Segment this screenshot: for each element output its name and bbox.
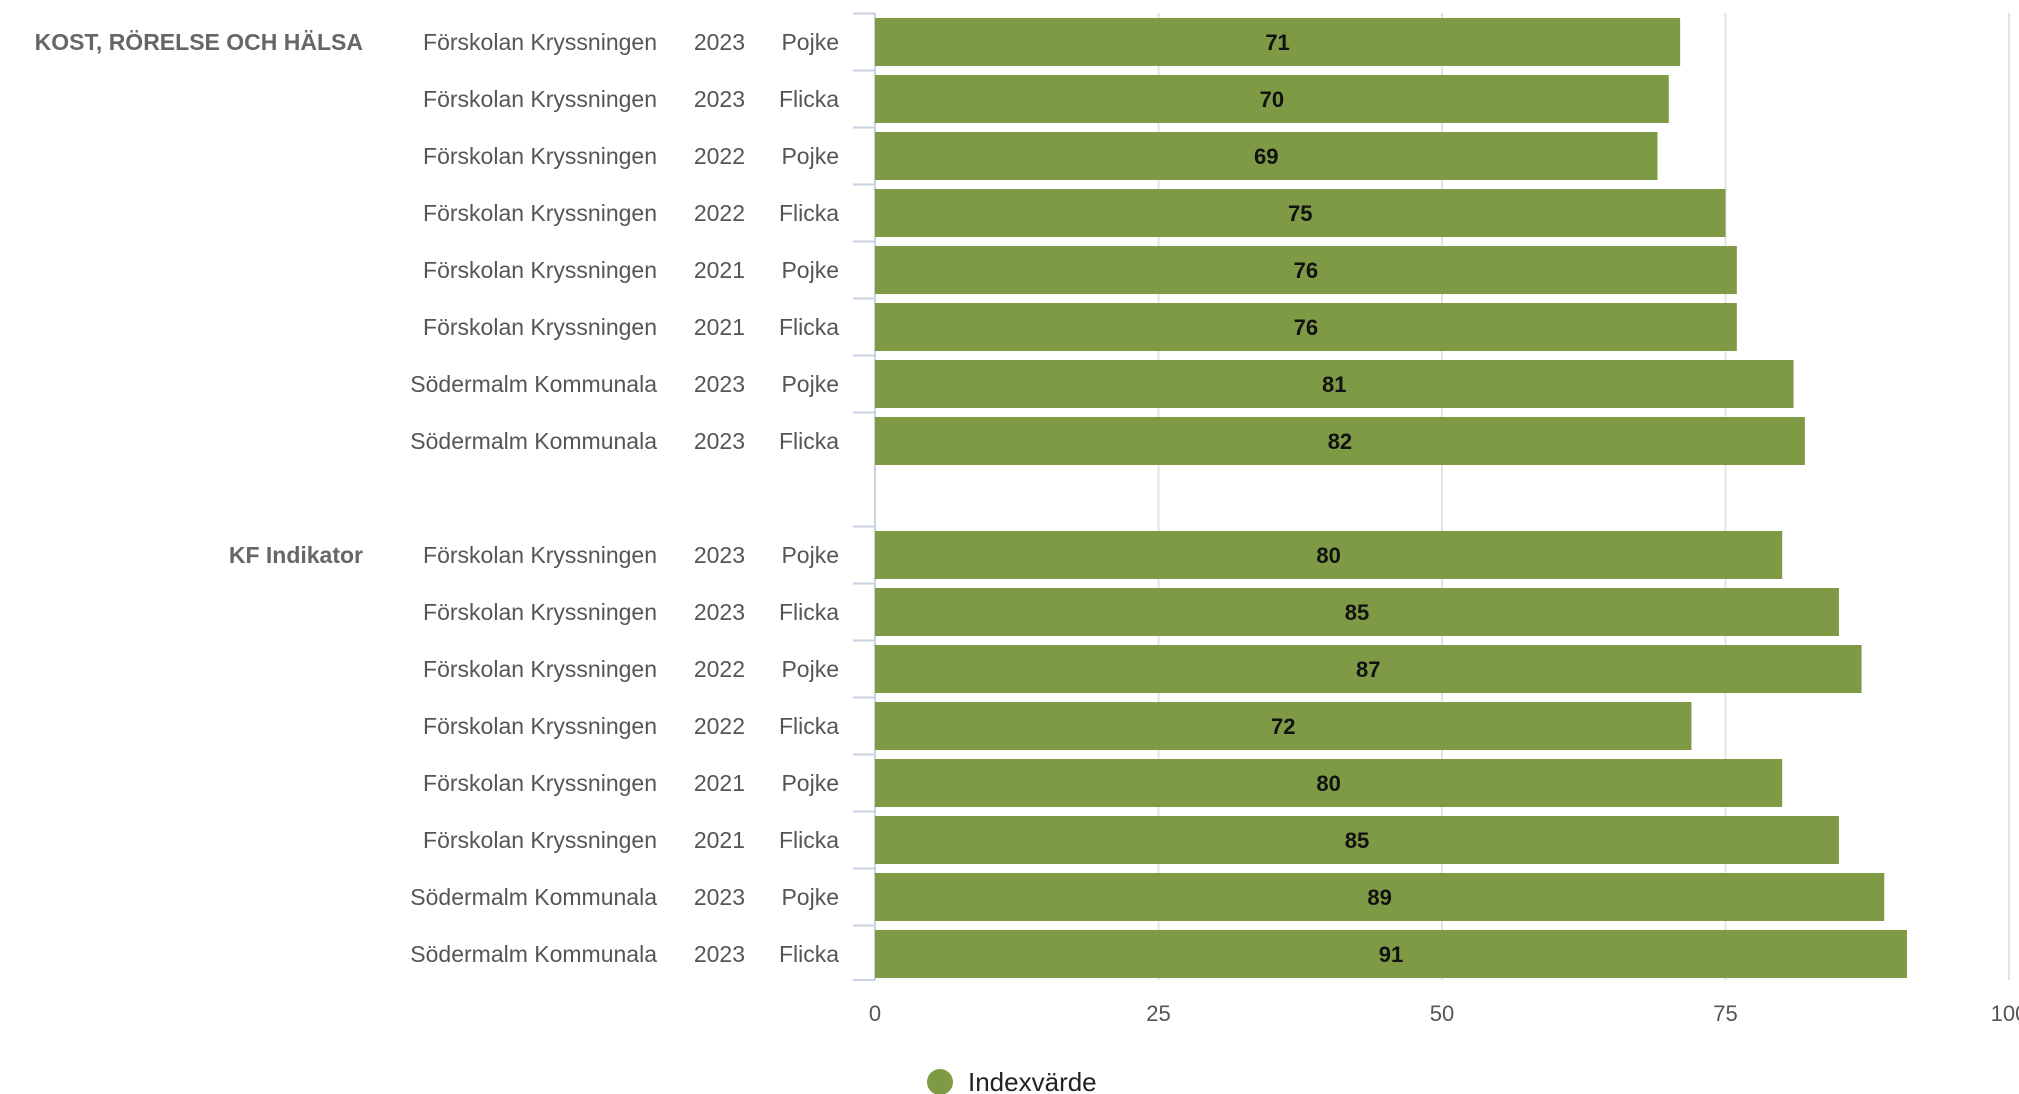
year-label: 2023 [694, 941, 745, 967]
unit-label: Södermalm Kommunala [410, 371, 657, 397]
bar[interactable] [875, 873, 1885, 921]
legend-label[interactable]: Indexvärde [968, 1067, 1097, 1094]
gender-label: Flicka [779, 713, 839, 739]
value-axis-ticks: 0 25 50 75 100 [869, 1001, 2019, 1026]
gender-label: Flicka [779, 827, 839, 853]
unit-label: Förskolan Kryssningen [423, 599, 657, 625]
unit-label: Förskolan Kryssningen [423, 713, 657, 739]
year-label: 2022 [694, 200, 745, 226]
bar[interactable] [875, 132, 1658, 180]
gender-label: Pojke [781, 143, 839, 169]
gender-label: Flicka [779, 314, 839, 340]
unit-label: Förskolan Kryssningen [423, 656, 657, 682]
gender-label: Pojke [781, 542, 839, 568]
year-label: 2022 [694, 656, 745, 682]
bar[interactable] [875, 645, 1862, 693]
data-label: 85 [1345, 828, 1369, 853]
unit-label: Södermalm Kommunala [410, 941, 657, 967]
data-label: 69 [1254, 144, 1278, 169]
legend[interactable]: Indexvärde [927, 1067, 1097, 1094]
bars: 71 70 69 75 76 76 81 82 80 85 87 72 80 85 89 91 [875, 18, 1907, 978]
x-tick-label: 25 [1146, 1001, 1170, 1026]
group-label: KOST, RÖRELSE OCH HÄLSA [35, 29, 363, 55]
bar[interactable] [875, 417, 1805, 465]
gender-label: Pojke [781, 770, 839, 796]
category-labels: Pojke 2023 Förskolan Kryssningen KOST, RÖRE… [35, 29, 840, 967]
bar[interactable] [875, 588, 1839, 636]
year-label: 2023 [694, 542, 745, 568]
gender-label: Pojke [781, 884, 839, 910]
bar[interactable] [875, 360, 1794, 408]
gender-label: Flicka [779, 200, 839, 226]
gender-label: Flicka [779, 428, 839, 454]
unit-label: Södermalm Kommunala [410, 884, 657, 910]
unit-label: Förskolan Kryssningen [423, 827, 657, 853]
year-label: 2023 [694, 371, 745, 397]
gender-label: Pojke [781, 257, 839, 283]
data-label: 82 [1328, 429, 1352, 454]
unit-label: Förskolan Kryssningen [423, 770, 657, 796]
unit-label: Förskolan Kryssningen [423, 86, 657, 112]
unit-label: Förskolan Kryssningen [423, 257, 657, 283]
year-label: 2023 [694, 86, 745, 112]
unit-label: Förskolan Kryssningen [423, 143, 657, 169]
unit-label: Förskolan Kryssningen [423, 314, 657, 340]
year-label: 2023 [694, 884, 745, 910]
unit-label: Förskolan Kryssningen [423, 542, 657, 568]
data-label: 80 [1316, 771, 1340, 796]
bar[interactable] [875, 702, 1692, 750]
bar[interactable] [875, 816, 1839, 864]
x-tick-label: 100 [1991, 1001, 2019, 1026]
year-label: 2021 [694, 827, 745, 853]
data-label: 85 [1345, 600, 1369, 625]
unit-label: Förskolan Kryssningen [423, 29, 657, 55]
bar[interactable] [875, 75, 1669, 123]
year-label: 2021 [694, 770, 745, 796]
data-label: 76 [1294, 258, 1318, 283]
group-label: KF Indikator [229, 542, 363, 568]
x-tick-label: 50 [1430, 1001, 1454, 1026]
data-label: 91 [1379, 942, 1403, 967]
bar[interactable] [875, 189, 1726, 237]
year-label: 2023 [694, 428, 745, 454]
gender-label: Flicka [779, 941, 839, 967]
gender-label: Pojke [781, 29, 839, 55]
bar[interactable] [875, 303, 1737, 351]
year-label: 2022 [694, 713, 745, 739]
data-label: 80 [1316, 543, 1340, 568]
gender-label: Flicka [779, 599, 839, 625]
category-axis [853, 12, 876, 981]
legend-marker[interactable] [927, 1069, 953, 1094]
bar[interactable] [875, 246, 1737, 294]
x-tick-label: 0 [869, 1001, 881, 1026]
data-label: 70 [1260, 87, 1284, 112]
bar[interactable] [875, 759, 1783, 807]
gender-label: Pojke [781, 656, 839, 682]
year-label: 2023 [694, 29, 745, 55]
data-label: 89 [1367, 885, 1391, 910]
gender-label: Flicka [779, 86, 839, 112]
bar[interactable] [875, 930, 1907, 978]
data-label: 81 [1322, 372, 1346, 397]
gender-label: Pojke [781, 371, 839, 397]
unit-label: Södermalm Kommunala [410, 428, 657, 454]
year-label: 2021 [694, 314, 745, 340]
year-label: 2023 [694, 599, 745, 625]
year-label: 2021 [694, 257, 745, 283]
bar[interactable] [875, 531, 1783, 579]
data-label: 72 [1271, 714, 1295, 739]
bar[interactable] [875, 18, 1681, 66]
data-label: 87 [1356, 657, 1380, 682]
data-label: 76 [1294, 315, 1318, 340]
data-label: 75 [1288, 201, 1312, 226]
data-label: 71 [1265, 30, 1289, 55]
unit-label: Förskolan Kryssningen [423, 200, 657, 226]
x-tick-label: 75 [1713, 1001, 1737, 1026]
year-label: 2022 [694, 143, 745, 169]
